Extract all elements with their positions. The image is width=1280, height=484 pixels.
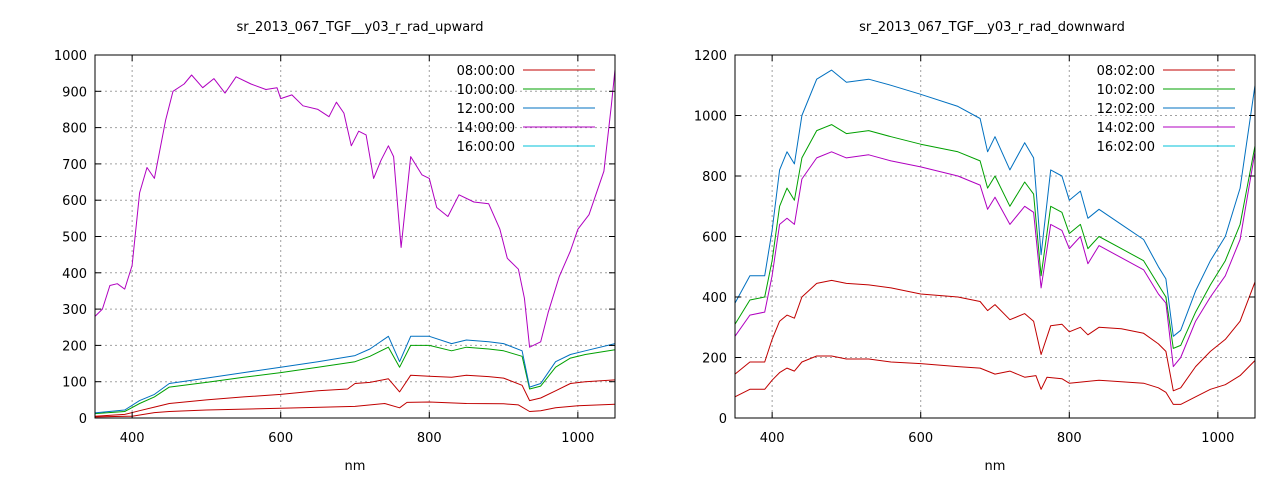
series-line <box>94 335 616 414</box>
legend-label: 10:02:00 <box>1097 83 1155 98</box>
series-line <box>94 69 616 348</box>
y-tick-label: 500 <box>62 231 87 246</box>
chart-2: sr_2013_067_TGF__y03_r_rad_downward 0 200 4… <box>694 20 1256 474</box>
legend-label: 14:02:00 <box>1097 121 1155 136</box>
x-axis-label: nm <box>985 459 1006 474</box>
y-tick-label: 200 <box>62 339 87 354</box>
y-tick-label: 1200 <box>694 49 727 64</box>
series-line <box>94 344 616 415</box>
chart-title: sr_2013_067_TGF__y03_r_rad_downward <box>859 20 1125 35</box>
x-tick-label: 1000 <box>1201 431 1234 446</box>
legend-label: 16:02:00 <box>1097 140 1155 155</box>
y-tick-label: 800 <box>62 122 87 137</box>
series-line <box>734 355 1256 405</box>
y-tick-label: 100 <box>62 376 87 391</box>
y-tick-label: 600 <box>702 231 727 246</box>
y-tick-label: 600 <box>62 194 87 209</box>
x-tick-label: 600 <box>268 431 293 446</box>
series-line <box>734 124 1256 349</box>
series-line <box>94 401 616 418</box>
y-tick-label: 0 <box>719 412 727 427</box>
legend-label: 12:02:00 <box>1097 102 1155 117</box>
series-line <box>94 374 616 417</box>
x-axis-label: nm <box>345 459 366 474</box>
y-tick-label: 300 <box>62 303 87 318</box>
legend-label: 08:00:00 <box>457 64 515 79</box>
legend-label: 14:00:00 <box>457 121 515 136</box>
x-tick-label: 800 <box>1057 431 1082 446</box>
legend-label: 08:02:00 <box>1097 64 1155 79</box>
y-tick-label: 200 <box>702 352 727 367</box>
legend-label: 12:00:00 <box>457 102 515 117</box>
y-tick-label: 1000 <box>54 49 87 64</box>
y-tick-label: 400 <box>702 291 727 306</box>
series-line <box>734 279 1256 392</box>
x-tick-label: 800 <box>417 431 442 446</box>
y-tick-label: 800 <box>702 170 727 185</box>
legend-label: 10:00:00 <box>457 83 515 98</box>
series-line <box>734 69 1256 337</box>
series-line <box>734 151 1256 368</box>
y-tick-label: 1000 <box>694 110 727 125</box>
x-tick-label: 400 <box>120 431 145 446</box>
legend-label: 16:00:00 <box>457 140 515 155</box>
chart-title: sr_2013_067_TGF__y03_r_rad_upward <box>236 20 483 35</box>
x-tick-label: 1000 <box>561 431 594 446</box>
y-tick-label: 0 <box>79 412 87 427</box>
x-tick-label: 600 <box>908 431 933 446</box>
chart-1: sr_2013_067_TGF__y03_r_rad_upward 0 100 200… <box>54 20 616 474</box>
y-tick-label: 400 <box>62 267 87 282</box>
y-tick-label: 700 <box>62 158 87 173</box>
x-tick-label: 400 <box>760 431 785 446</box>
y-tick-label: 900 <box>62 85 87 100</box>
